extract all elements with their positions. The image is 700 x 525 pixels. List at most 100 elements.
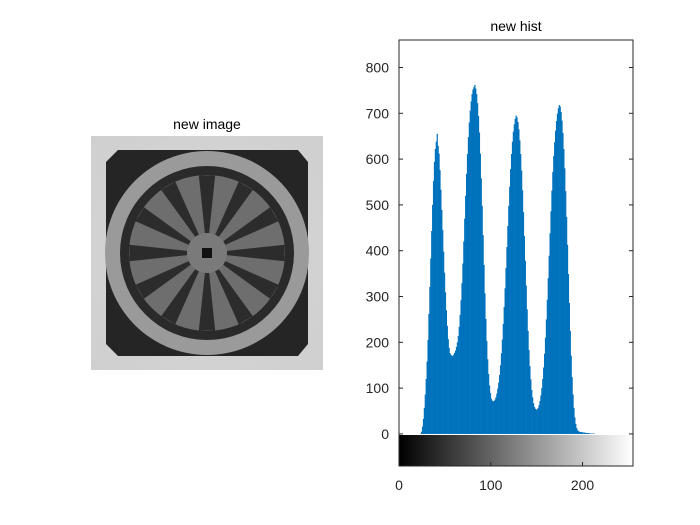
- hist-bar: [514, 118, 516, 434]
- hist-bar: [474, 84, 476, 434]
- hist-bar: [485, 318, 487, 434]
- hist-bar: [423, 407, 425, 434]
- hist-bar: [497, 388, 499, 434]
- hist-bar: [458, 326, 460, 434]
- y-tick-label: 800: [366, 59, 390, 75]
- hist-bar: [459, 314, 461, 434]
- hist-bar: [580, 432, 582, 434]
- hist-bar: [435, 141, 437, 434]
- hist-bar: [502, 324, 504, 434]
- hist-bar: [465, 173, 468, 434]
- hist-bar: [442, 230, 444, 434]
- hist-bar: [421, 426, 424, 434]
- image-panel: new image: [91, 116, 323, 370]
- hist-bar: [501, 339, 503, 434]
- image-spoke-gap: [226, 244, 285, 262]
- hist-bar: [522, 212, 525, 434]
- hist-bar: [586, 433, 588, 434]
- hist-bar: [575, 423, 577, 434]
- hist-bar: [467, 137, 470, 434]
- hist-bar: [498, 382, 500, 434]
- hist-bar: [555, 130, 557, 434]
- hist-bar: [558, 105, 560, 434]
- image-spoke-gap: [129, 244, 188, 262]
- hist-bar: [491, 400, 493, 434]
- hist-bar: [465, 195, 467, 434]
- hist-bar: [446, 325, 448, 434]
- hist-bar: [463, 241, 465, 434]
- hist-bar: [490, 398, 492, 434]
- hist-bar: [581, 432, 583, 434]
- hist-bar: [525, 285, 527, 434]
- hist-panel: new hist 0 100 200 300 400 500 600 700 800 0 100 2…: [366, 18, 634, 493]
- hist-bar: [480, 178, 482, 434]
- image-spoke-gap: [161, 269, 199, 325]
- x-tick-label: 100: [479, 477, 503, 493]
- hist-bar: [538, 405, 540, 434]
- hist-bar: [434, 149, 437, 434]
- hist-bar: [577, 430, 579, 434]
- hist-bar: [545, 319, 548, 434]
- hist-bar: [495, 397, 497, 434]
- hist-bar: [523, 236, 526, 434]
- hist-bar: [553, 155, 555, 434]
- hist-bar: [584, 432, 586, 434]
- hist-bar: [535, 409, 537, 434]
- hist-bar: [433, 161, 436, 434]
- hist-bar: [475, 88, 477, 434]
- hist-bars: [420, 84, 595, 434]
- hist-bar: [422, 418, 425, 434]
- hist-bar: [512, 131, 515, 434]
- image-spoke-gap: [135, 207, 191, 245]
- hist-bar: [496, 393, 498, 434]
- hist-bar: [544, 337, 547, 434]
- hist-bar: [454, 352, 456, 434]
- hist-bar: [568, 302, 570, 434]
- hist-bar: [537, 407, 539, 434]
- hist-bar: [572, 394, 574, 434]
- hist-bar: [483, 264, 485, 434]
- y-tick-label: 300: [366, 289, 390, 305]
- y-tick-label: 100: [366, 380, 390, 396]
- hist-bar: [472, 89, 474, 434]
- hist-bar: [507, 225, 509, 434]
- hist-bar: [582, 432, 584, 434]
- hist-bar: [494, 399, 496, 434]
- hist-bar: [473, 87, 475, 434]
- hist-bar: [456, 342, 459, 434]
- hist-bar: [454, 350, 457, 434]
- hist-bar: [542, 378, 544, 434]
- image-spoke-gap: [198, 175, 216, 234]
- hist-bar: [455, 346, 458, 434]
- hist-bar: [556, 113, 559, 434]
- hist-bar: [486, 340, 488, 434]
- hist-bar: [543, 353, 546, 434]
- hist-bar: [524, 260, 526, 434]
- hist-bar: [543, 367, 545, 434]
- hist-bar: [426, 361, 428, 434]
- hist-bar: [479, 153, 481, 434]
- hist-bar: [521, 170, 523, 434]
- hist-bar: [567, 274, 570, 434]
- y-tick-label: 500: [366, 197, 390, 213]
- hist-bar: [460, 300, 462, 434]
- hist-bar: [476, 94, 478, 434]
- hist-bar: [517, 121, 519, 434]
- hist-bar: [438, 153, 440, 434]
- hist-bar: [462, 263, 464, 434]
- hist-bar: [492, 401, 494, 434]
- y-tick-label: 200: [366, 334, 390, 350]
- hist-bar: [449, 353, 451, 434]
- hist-bar: [564, 168, 566, 434]
- hist-bar: [557, 108, 559, 434]
- hist-bar: [571, 377, 573, 434]
- hist-bar: [546, 299, 548, 434]
- image-spoke-gap: [135, 261, 191, 299]
- hist-bar: [441, 209, 443, 434]
- image-spoke-gap: [223, 261, 279, 299]
- hist-bar: [506, 247, 508, 434]
- hist-bar: [576, 427, 578, 434]
- hist-bar: [588, 433, 590, 434]
- hist-bar: [499, 365, 502, 434]
